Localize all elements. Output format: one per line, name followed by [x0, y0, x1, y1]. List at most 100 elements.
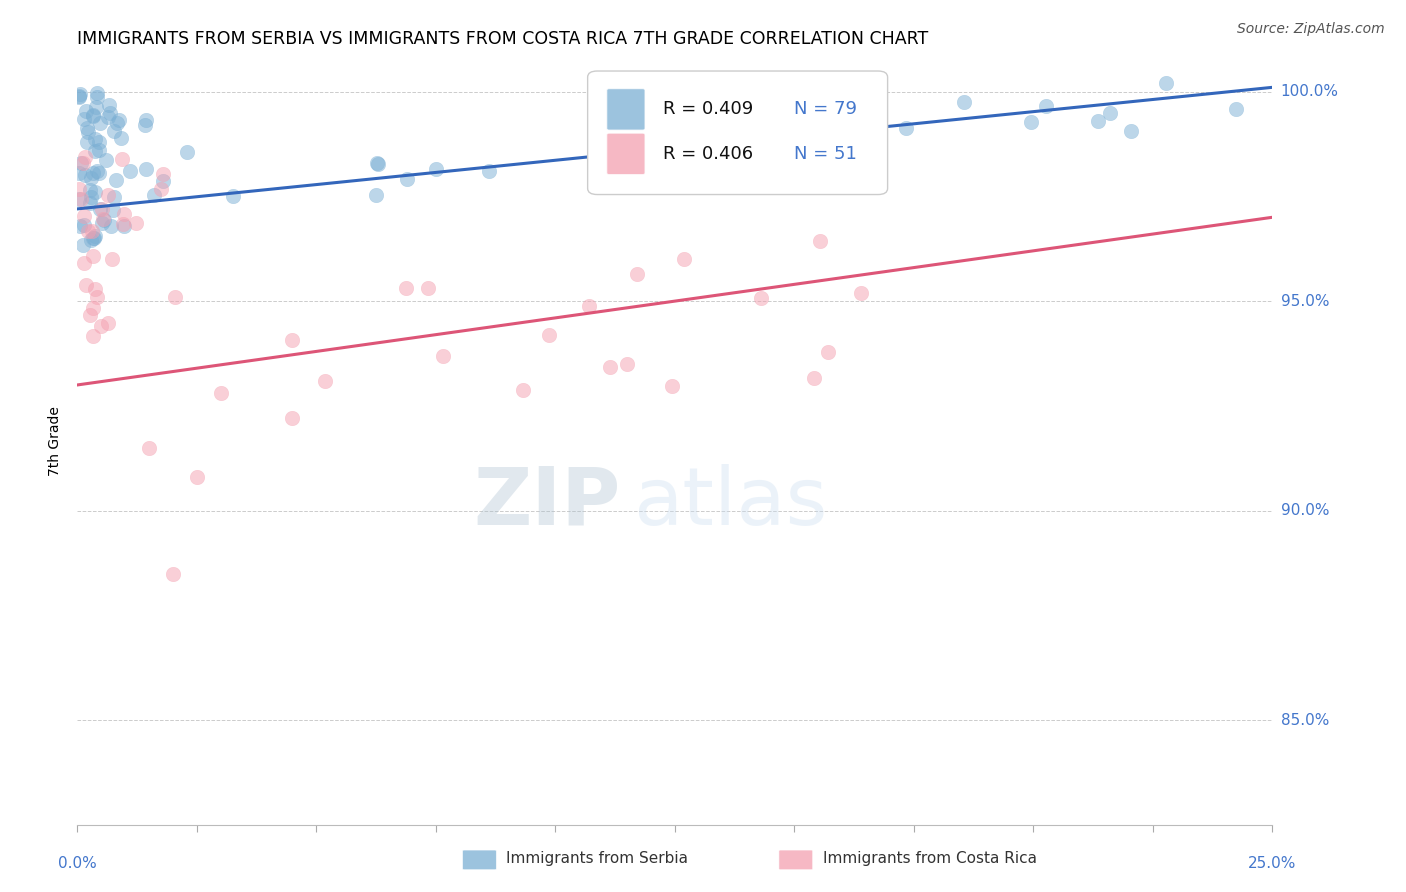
Point [75, 104, 97, 119]
Point [281, 411, 304, 425]
FancyBboxPatch shape [607, 133, 645, 175]
Point [432, 349, 454, 363]
Point [91, 212, 114, 227]
Point [70, 156, 93, 170]
Point [150, 181, 173, 195]
Point [69, 89, 91, 103]
Point [101, 202, 124, 217]
Point [82, 328, 104, 343]
Point [87, 143, 110, 157]
Point [89, 116, 111, 130]
Text: Immigrants from Serbia: Immigrants from Serbia [506, 851, 688, 865]
Point [76, 121, 98, 136]
Point [395, 281, 418, 295]
Point [512, 383, 534, 397]
Point [396, 172, 419, 186]
Point [751, 291, 773, 305]
Point [657, 136, 679, 151]
Point [87, 135, 110, 149]
Point [67, 89, 90, 103]
Point [111, 153, 134, 167]
Point [817, 345, 839, 359]
Point [67, 192, 90, 206]
Point [84, 132, 107, 146]
Point [72, 238, 94, 252]
Point [314, 374, 336, 388]
FancyBboxPatch shape [588, 71, 887, 194]
Point [134, 119, 156, 133]
Point [176, 145, 198, 160]
Point [69, 87, 91, 102]
Point [80, 224, 103, 238]
Point [478, 163, 501, 178]
Text: 0.0%: 0.0% [58, 855, 97, 871]
Point [803, 370, 825, 384]
Point [209, 386, 232, 401]
Point [118, 164, 141, 178]
Point [112, 207, 135, 221]
Point [135, 112, 157, 127]
Point [367, 157, 389, 171]
Point [101, 252, 124, 266]
Point [80, 233, 103, 247]
Point [89, 202, 111, 216]
Text: R = 0.409: R = 0.409 [664, 101, 754, 119]
Point [82, 166, 104, 180]
Point [1099, 106, 1122, 120]
Point [1087, 113, 1109, 128]
Point [82, 108, 104, 122]
Point [69, 182, 91, 196]
Text: N = 79: N = 79 [794, 101, 858, 119]
Point [1121, 123, 1143, 137]
Point [105, 172, 128, 186]
Point [1019, 115, 1042, 129]
Point [84, 144, 107, 158]
Point [82, 249, 104, 263]
Point [97, 187, 120, 202]
Text: 90.0%: 90.0% [1281, 503, 1329, 518]
Point [83, 185, 105, 199]
Text: ZIP: ZIP [474, 464, 621, 542]
Point [754, 100, 776, 114]
Point [152, 167, 174, 181]
Point [76, 135, 98, 149]
Point [73, 256, 96, 270]
Point [79, 308, 101, 322]
Point [96, 153, 118, 168]
Point [83, 228, 105, 243]
Point [808, 234, 831, 248]
Point [103, 123, 125, 137]
Point [73, 218, 96, 232]
Point [77, 125, 100, 139]
Point [143, 188, 166, 202]
Point [73, 209, 96, 223]
Point [366, 156, 388, 170]
Point [894, 120, 917, 135]
Point [86, 289, 108, 303]
Text: 100.0%: 100.0% [1281, 84, 1339, 99]
Point [86, 86, 108, 100]
Point [77, 224, 100, 238]
Point [105, 116, 128, 130]
Point [165, 290, 187, 304]
Point [73, 112, 96, 127]
Point [83, 231, 105, 245]
Point [125, 216, 148, 230]
Point [661, 379, 683, 393]
Text: R = 0.406: R = 0.406 [664, 145, 754, 163]
FancyBboxPatch shape [607, 88, 645, 130]
Point [97, 110, 120, 124]
Point [73, 149, 96, 163]
Point [91, 202, 114, 216]
Point [97, 316, 120, 330]
Point [69, 219, 91, 234]
Point [222, 189, 245, 203]
Point [138, 441, 160, 455]
Point [112, 219, 135, 233]
Point [673, 252, 696, 266]
Point [80, 190, 103, 204]
Point [152, 173, 174, 187]
Point [98, 105, 121, 120]
Point [90, 318, 112, 333]
Point [84, 282, 107, 296]
